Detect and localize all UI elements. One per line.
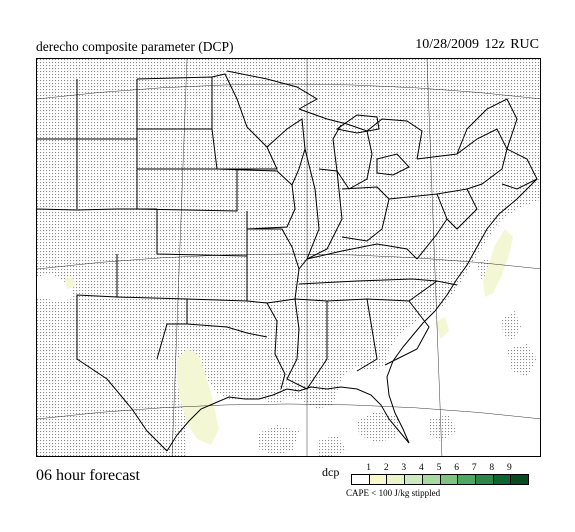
legend-swatch xyxy=(352,475,370,484)
valid-time-label: 10/28/2009 12z RUC xyxy=(415,37,539,52)
map-frame xyxy=(36,58,541,457)
legend-swatch xyxy=(440,475,459,484)
dcp-shaded-region xyxy=(65,229,513,445)
legend-colorbar xyxy=(351,474,529,485)
legend-tick-label: 2 xyxy=(383,463,389,473)
legend-swatch xyxy=(405,475,423,484)
legend-tick-label: 9 xyxy=(507,463,512,473)
unstippled-region xyxy=(37,199,540,456)
dcp-map xyxy=(37,59,540,456)
legend-swatch xyxy=(475,475,494,484)
legend-swatch xyxy=(458,475,476,484)
legend-ticks: 1 2 3 4 5 6 7 8 9 xyxy=(351,463,531,475)
legend-tick-label: 1 xyxy=(366,463,371,473)
legend-tick-label: 3 xyxy=(401,463,407,473)
forecast-hour-label: 06 hour forecast xyxy=(36,467,140,484)
stipple-note: CAPE < 100 J/kg stippled xyxy=(346,488,441,498)
legend-tick-label: 5 xyxy=(436,463,442,473)
legend-tick-label: 6 xyxy=(454,463,459,473)
legend-tick-label: 7 xyxy=(471,463,477,473)
legend-tick-label: 4 xyxy=(419,463,424,473)
legend-swatch xyxy=(387,475,406,484)
legend-label: dcp xyxy=(322,465,340,479)
legend-swatch xyxy=(493,475,512,484)
lat-lon-grid xyxy=(37,59,540,456)
legend-swatch xyxy=(369,475,388,484)
legend-swatch xyxy=(422,475,441,484)
map-title: derecho composite parameter (DCP) xyxy=(36,39,234,54)
stippled-patches xyxy=(259,257,537,456)
legend-tick-label: 8 xyxy=(489,463,495,473)
state-borders xyxy=(37,70,538,452)
legend-swatch xyxy=(511,475,529,484)
